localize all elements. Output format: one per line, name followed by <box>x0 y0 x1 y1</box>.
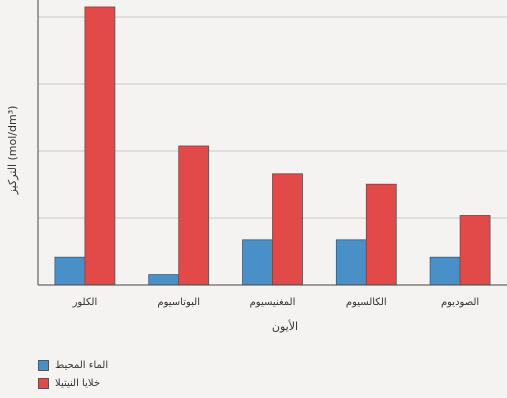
legend-item-surrounding-water: الماء المحيط <box>38 356 108 374</box>
x-tick-label: الكلور <box>72 297 98 308</box>
x-tick-label: الكالسيوم <box>346 297 387 308</box>
bar-surrounding-water-0 <box>54 256 86 286</box>
bar-surrounding-water-2 <box>242 239 273 286</box>
bar-nitella-cells-3 <box>365 183 397 286</box>
x-tick-labels: الكلور البوتاسيوم المغنيسيوم الكالسيوم الصود… <box>72 297 480 308</box>
legend-swatch-surrounding-water <box>38 359 49 371</box>
bar-nitella-cells-4 <box>459 215 491 286</box>
bar-chart: الكلور البوتاسيوم المغنيسيوم الكالسيوم الصود… <box>6 0 507 333</box>
y-axis-title: التركيز (mol/dm³) <box>6 106 19 196</box>
legend: الماء المحيط خلايا النيتيلا <box>38 356 108 392</box>
bar-surrounding-water-4 <box>429 256 461 286</box>
bar-nitella-cells-0 <box>84 6 116 286</box>
legend-label-nitella-cells: خلايا النيتيلا <box>55 377 101 389</box>
x-axis-title: الأيون <box>272 319 298 333</box>
bar-surrounding-water-3 <box>335 239 367 286</box>
legend-item-nitella-cells: خلايا النيتيلا <box>38 374 108 392</box>
legend-label-surrounding-water: الماء المحيط <box>55 359 109 371</box>
x-tick-label: البوتاسيوم <box>157 297 200 308</box>
legend-swatch-nitella-cells <box>38 377 49 389</box>
bar-nitella-cells-2 <box>272 173 303 286</box>
x-tick-label: الصوديوم <box>441 297 479 308</box>
bars <box>54 6 491 286</box>
bar-nitella-cells-1 <box>178 145 210 286</box>
bar-surrounding-water-1 <box>148 274 180 286</box>
axes <box>37 0 507 286</box>
x-tick-label: المغنيسيوم <box>250 297 296 308</box>
